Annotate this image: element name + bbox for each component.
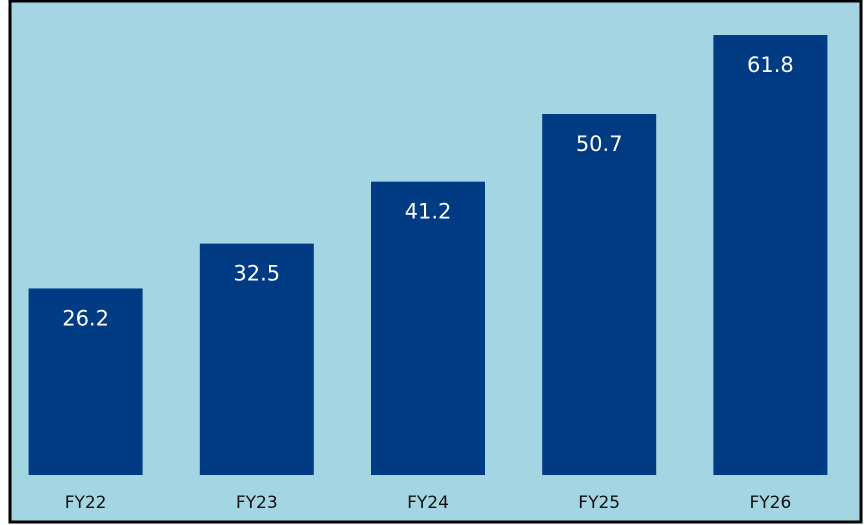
x-tick-label: FY23: [236, 493, 278, 513]
value-label: 26.2: [62, 306, 109, 330]
value-label: 32.5: [233, 262, 280, 286]
bar: [542, 114, 657, 476]
x-tick-label: FY24: [407, 493, 449, 513]
bar: [199, 243, 314, 475]
value-label: 50.7: [576, 132, 623, 156]
bar: [28, 288, 143, 475]
x-tick-label: FY26: [750, 493, 792, 513]
bar: [371, 181, 485, 475]
bar: [713, 35, 828, 475]
value-label: 41.2: [405, 200, 452, 224]
x-tick-label: FY22: [65, 493, 107, 513]
x-tick-label: FY25: [578, 493, 620, 513]
value-label: 61.8: [747, 53, 794, 77]
